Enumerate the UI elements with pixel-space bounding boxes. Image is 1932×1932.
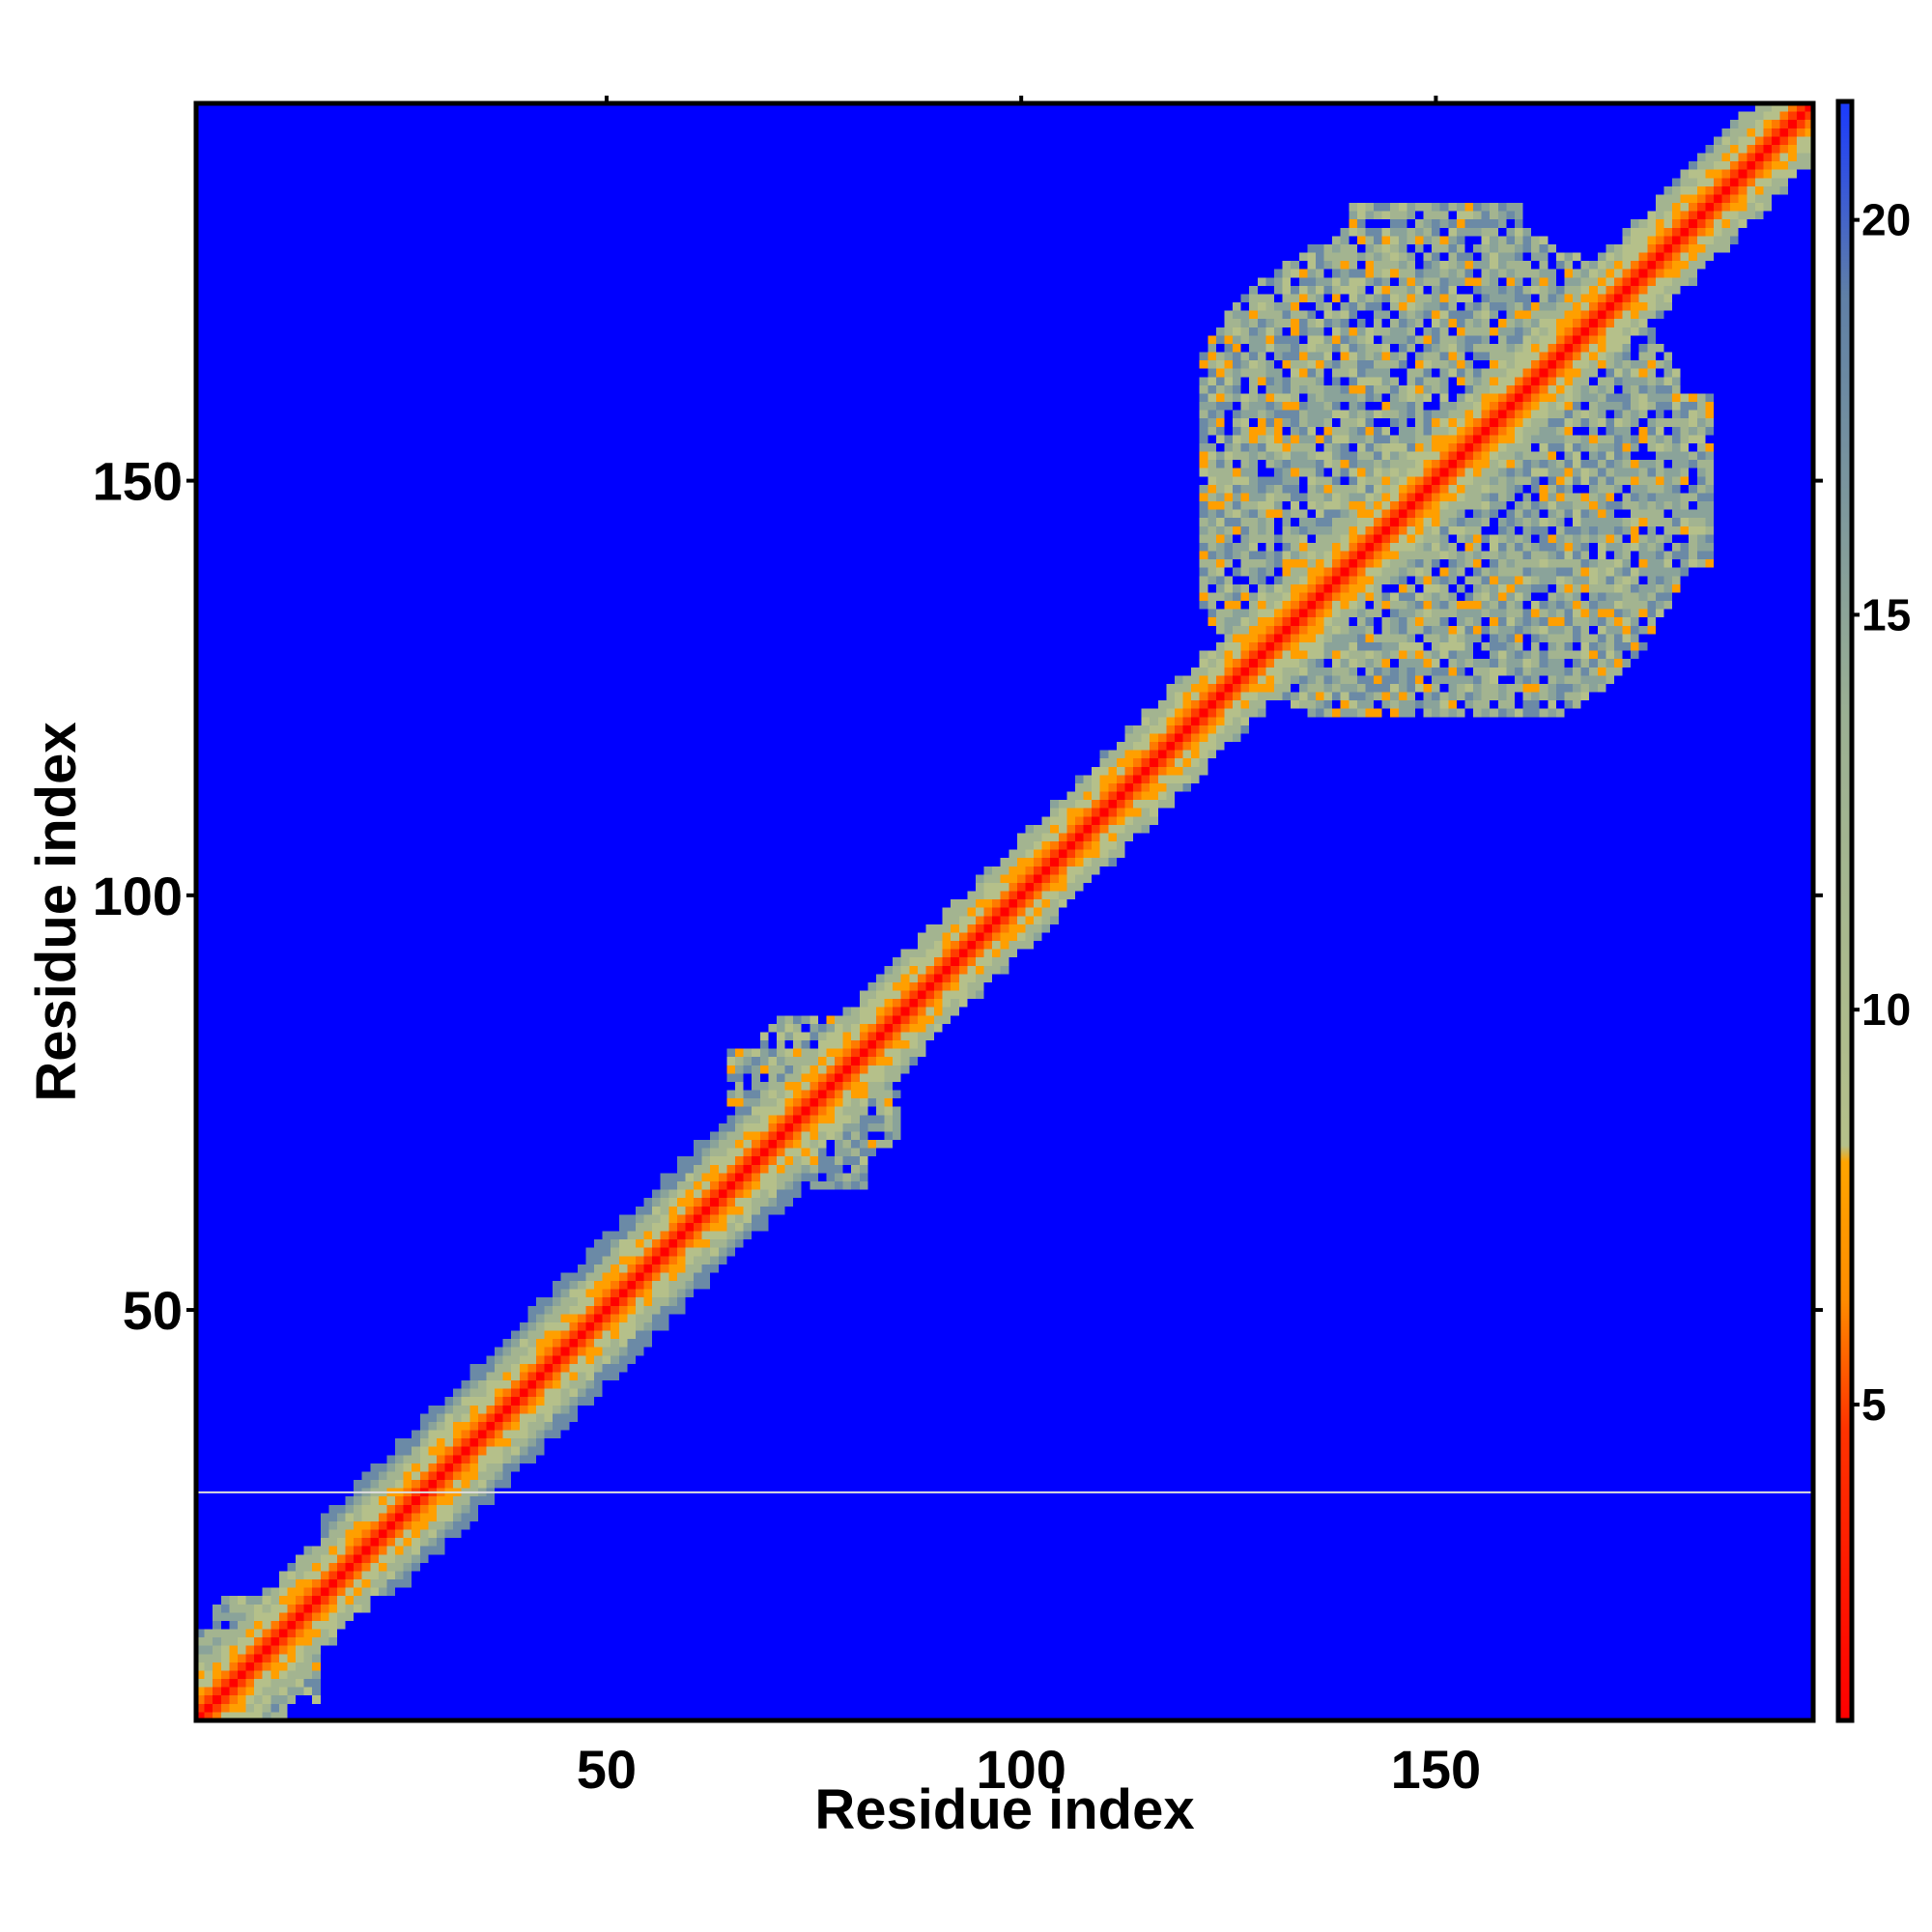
colorbar-ticks: 5 10 15 20 bbox=[1852, 195, 1911, 1430]
x-axis-label: Residue index bbox=[814, 1778, 1194, 1841]
colorbar-tick-label: 5 bbox=[1861, 1379, 1887, 1430]
x-axis: 50 100 150 bbox=[577, 96, 1481, 1800]
x-tick-label: 100 bbox=[976, 1739, 1065, 1800]
colorbar-tick-label: 10 bbox=[1861, 984, 1911, 1035]
y-axis: 50 100 150 bbox=[93, 451, 1823, 1341]
colorbar-tick-label: 20 bbox=[1861, 195, 1911, 245]
x-tick-label: 50 bbox=[577, 1739, 637, 1800]
y-axis-label: Residue index bbox=[25, 722, 88, 1101]
plot-frame bbox=[193, 100, 1816, 1723]
x-tick-label: 150 bbox=[1391, 1739, 1481, 1800]
y-tick-label: 100 bbox=[93, 866, 183, 926]
heatmap-plot-area bbox=[196, 103, 1813, 1720]
colorbar bbox=[1835, 99, 1855, 1723]
heatmap-image bbox=[196, 103, 1813, 1720]
y-tick-label: 150 bbox=[93, 451, 183, 512]
y-tick-label: 50 bbox=[123, 1280, 183, 1341]
colorbar-tick-label: 15 bbox=[1861, 589, 1911, 639]
